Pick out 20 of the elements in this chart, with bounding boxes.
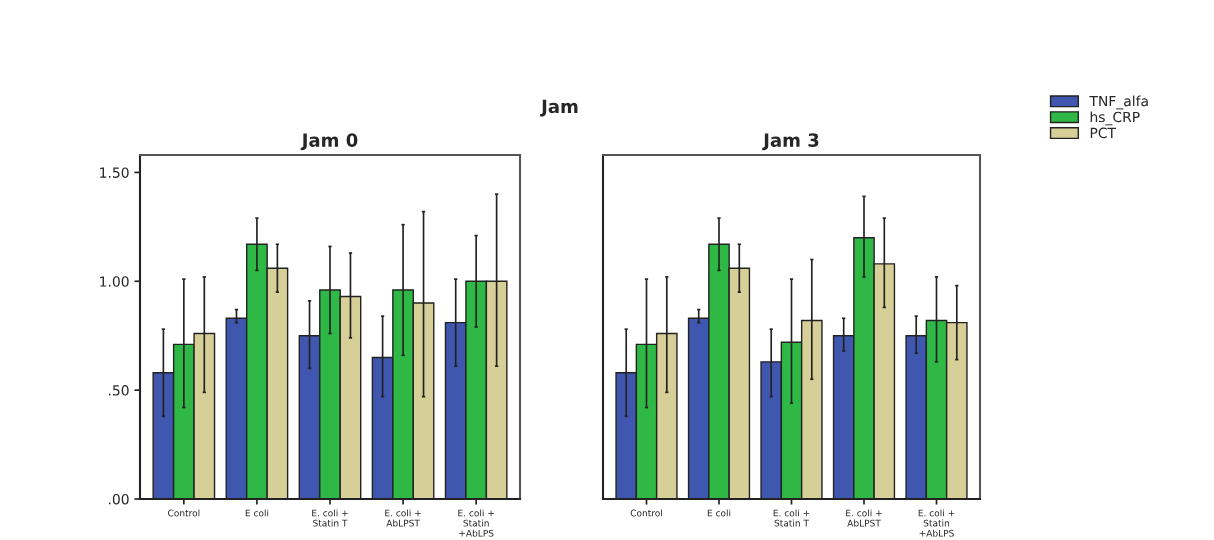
legend-label: PCT	[1090, 127, 1117, 139]
y-tick-label: 1.00	[100, 276, 129, 287]
chart-title: Jam 3	[762, 133, 819, 151]
text: Jam	[540, 99, 578, 117]
x-tick-label: E. coli + Statin T	[312, 509, 348, 527]
x-tick-label: Control	[168, 509, 200, 517]
x-tick-label: E. coli + Statin +AbLPS	[458, 509, 494, 537]
y-tick-label: .00	[108, 493, 129, 505]
x-tick-label: E. coli + AbLPST	[385, 509, 421, 527]
x-tick-label: E. coli + Statin +AbLPS	[918, 509, 955, 537]
y-tick-label: .50	[108, 385, 129, 396]
legend-label: hs_CRP	[1090, 111, 1140, 126]
y-tick-label: 1.50	[100, 167, 129, 178]
x-tick-label: E coli	[245, 509, 269, 517]
x-tick-label: E. coli + Statin T	[773, 509, 810, 527]
chart-title: Jam 0	[300, 133, 358, 151]
x-tick-label: Control	[630, 509, 662, 517]
x-tick-label: E coli	[707, 509, 731, 517]
x-tick-label: E. coli + AbLPST	[846, 509, 882, 527]
legend-label: TNF_alfa	[1089, 95, 1148, 110]
